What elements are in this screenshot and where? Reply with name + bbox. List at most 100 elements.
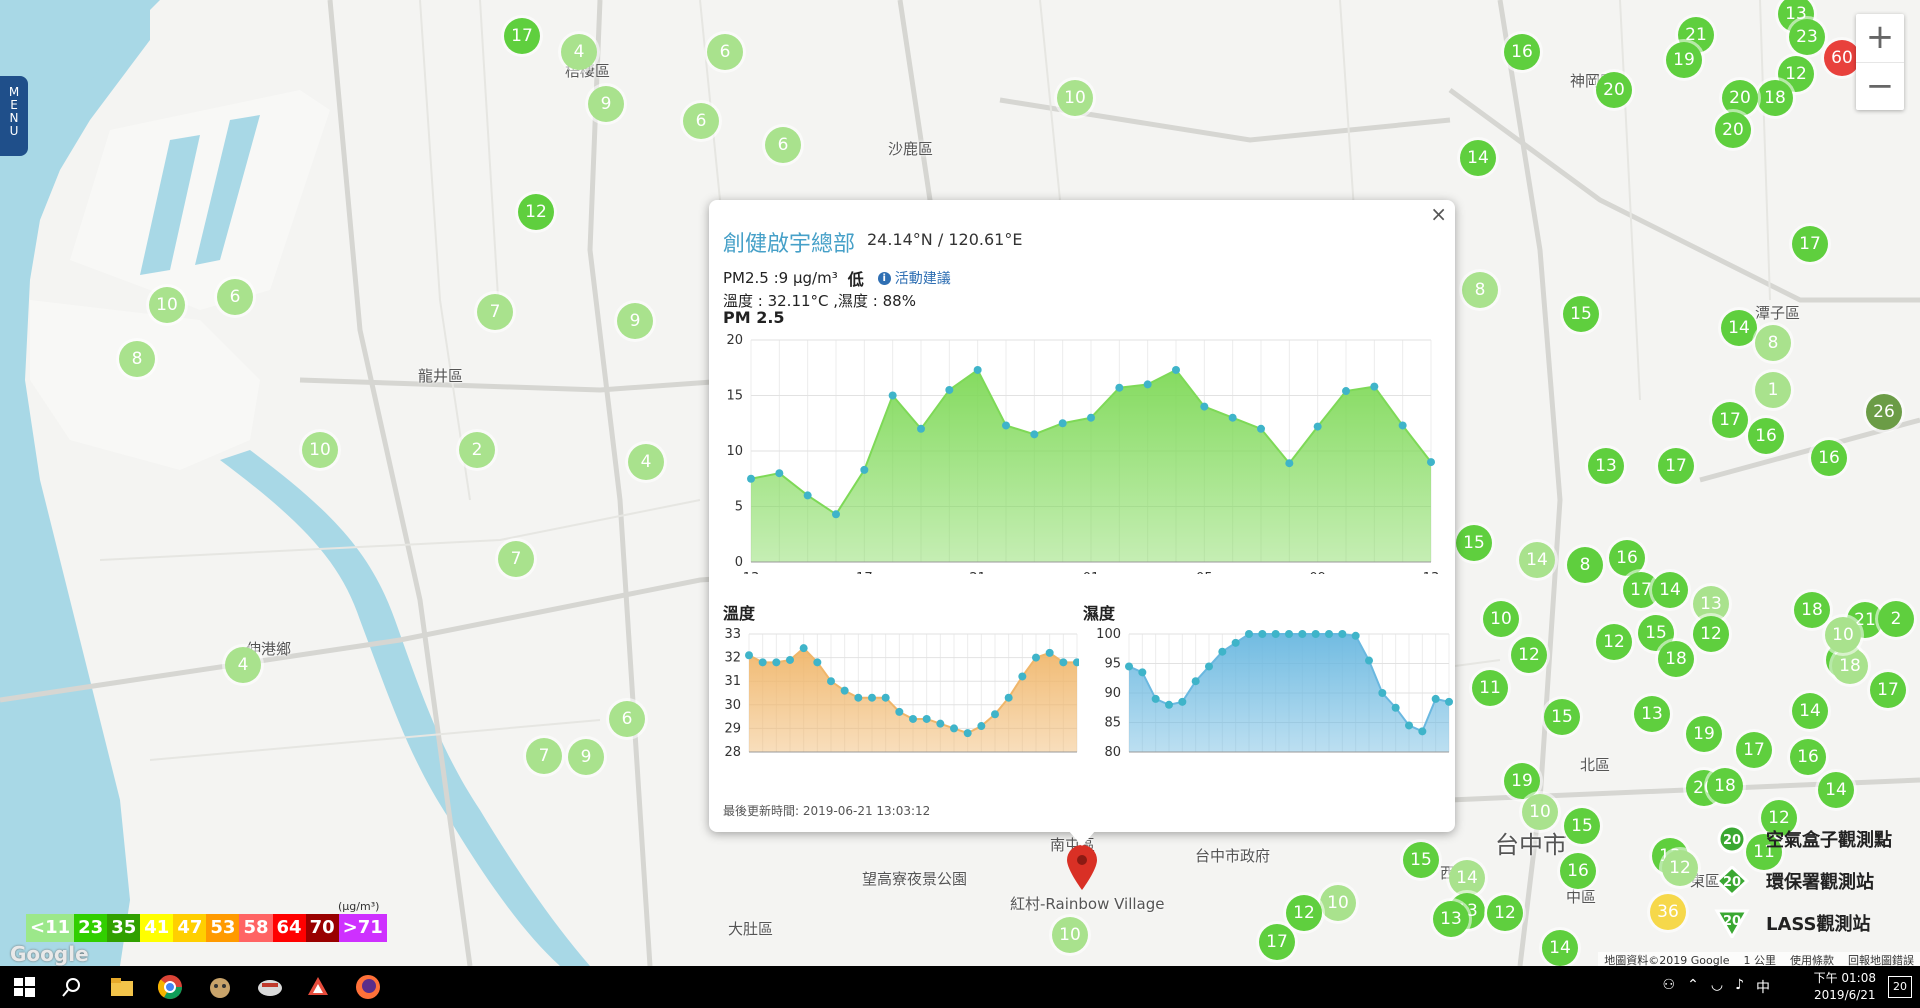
sensor-marker[interactable]: 2 <box>459 432 495 468</box>
sensor-marker[interactable]: 16 <box>1748 418 1784 454</box>
sensor-marker[interactable]: 17 <box>1712 402 1748 438</box>
sensor-marker[interactable]: 19 <box>1666 42 1702 78</box>
app-icon[interactable] <box>256 973 284 1001</box>
type-lass[interactable]: 20 LASS觀測站 <box>1712 902 1912 944</box>
sensor-marker[interactable]: 6 <box>609 701 645 737</box>
sensor-marker[interactable]: 12 <box>1761 800 1797 836</box>
app-icon[interactable] <box>206 973 234 1001</box>
search-icon[interactable] <box>58 973 86 1001</box>
sensor-marker[interactable]: 11 <box>1472 670 1508 706</box>
sensor-marker[interactable]: 12 <box>1693 616 1729 652</box>
clock[interactable]: 下午 01:08 2019/6/21 <box>1814 970 1876 1004</box>
windows-start-icon[interactable] <box>10 973 38 1001</box>
sensor-marker[interactable]: 18 <box>1757 80 1793 116</box>
sensor-marker[interactable]: 36 <box>1650 894 1686 930</box>
terms-link[interactable]: 使用條款 <box>1790 954 1834 966</box>
sensor-marker[interactable]: 14 <box>1721 310 1757 346</box>
sensor-marker[interactable]: 16 <box>1560 853 1596 889</box>
sensor-marker[interactable]: 15 <box>1456 525 1492 561</box>
sensor-marker[interactable]: 4 <box>628 444 664 480</box>
sensor-marker[interactable]: 26 <box>1866 394 1902 430</box>
sensor-marker[interactable]: 17 <box>1259 924 1295 960</box>
sensor-marker[interactable]: 12 <box>1487 895 1523 931</box>
sensor-marker[interactable]: 8 <box>119 341 155 377</box>
sensor-marker[interactable]: 16 <box>1609 540 1645 576</box>
sensor-marker[interactable]: 4 <box>225 647 261 683</box>
sensor-marker[interactable]: 17 <box>504 18 540 54</box>
sensor-marker[interactable]: 15 <box>1563 296 1599 332</box>
sensor-marker[interactable]: 17 <box>1623 572 1659 608</box>
sensor-marker[interactable]: 10 <box>1057 80 1093 116</box>
sensor-marker[interactable]: 16 <box>1790 739 1826 775</box>
sensor-marker[interactable]: 17 <box>1870 672 1906 708</box>
sensor-marker[interactable]: 12 <box>518 194 554 230</box>
sensor-marker[interactable]: 8 <box>1567 547 1603 583</box>
sensor-marker[interactable]: 14 <box>1460 140 1496 176</box>
sensor-marker[interactable]: 14 <box>1792 693 1828 729</box>
zoom-out-button[interactable]: − <box>1865 66 1895 106</box>
firefox-icon[interactable] <box>354 973 382 1001</box>
file-explorer-icon[interactable] <box>108 973 136 1001</box>
volume-icon[interactable]: ♪ <box>1735 977 1744 993</box>
sensor-marker[interactable]: 21 <box>1847 602 1883 638</box>
people-icon[interactable]: ⚇ <box>1662 977 1676 993</box>
sensor-marker[interactable]: 18 <box>1794 592 1830 628</box>
sensor-marker[interactable]: 20 <box>1715 112 1751 148</box>
sensor-marker[interactable]: 19 <box>1504 763 1540 799</box>
sensor-marker[interactable]: 7 <box>526 738 562 774</box>
chevron-up-icon[interactable]: ⌃ <box>1687 977 1699 993</box>
sensor-marker[interactable]: 7 <box>477 294 513 330</box>
sensor-marker[interactable]: 17 <box>1658 448 1694 484</box>
sensor-marker[interactable]: 8 <box>1462 272 1498 308</box>
ime-indicator[interactable]: 中 <box>1756 980 1770 996</box>
sensor-marker[interactable]: 1 <box>1755 372 1791 408</box>
sensor-marker[interactable]: 18 <box>1832 648 1868 684</box>
app-icon[interactable] <box>304 973 332 1001</box>
sensor-marker[interactable]: 14 <box>1652 572 1688 608</box>
sensor-marker[interactable]: 12 <box>1286 895 1322 931</box>
sensor-marker[interactable]: 18 <box>1707 768 1743 804</box>
sensor-marker[interactable]: 12 <box>1511 637 1547 673</box>
sensor-marker[interactable]: 23 <box>1789 19 1825 55</box>
sensor-marker[interactable]: 17 <box>1792 226 1828 262</box>
sensor-marker[interactable]: 16 <box>1504 34 1540 70</box>
sensor-marker[interactable]: 14 <box>1449 860 1485 896</box>
sensor-marker[interactable]: 15 <box>1564 808 1600 844</box>
zoom-in-button[interactable]: + <box>1856 14 1904 63</box>
close-button[interactable]: × <box>1430 202 1447 226</box>
sensor-marker[interactable]: 13 <box>1433 901 1469 937</box>
sensor-marker[interactable]: 8 <box>1755 325 1791 361</box>
sensor-marker[interactable]: 21 <box>1678 17 1714 53</box>
sensor-marker[interactable]: 10 <box>1483 601 1519 637</box>
sensor-marker[interactable]: 20 <box>1596 72 1632 108</box>
map[interactable]: 梧棲區 沙鹿區 龍井區 神岡區 潭子區 伸港鄉 大肚區 南屯區 西區 北區 中區… <box>0 0 1920 966</box>
sensor-marker[interactable]: 15 <box>1544 699 1580 735</box>
sensor-marker[interactable]: 10 <box>1522 794 1558 830</box>
sensor-marker[interactable]: 7 <box>498 541 534 577</box>
sensor-marker[interactable]: 10 <box>149 287 185 323</box>
sensor-marker[interactable]: 15 <box>1403 842 1439 878</box>
chrome-icon[interactable] <box>156 973 184 1001</box>
sensor-marker[interactable]: 17 <box>1736 732 1772 768</box>
sensor-marker[interactable]: 6 <box>683 103 719 139</box>
sensor-marker[interactable]: 2 <box>1878 601 1914 637</box>
sensor-marker[interactable]: 6 <box>765 127 801 163</box>
location-pin-icon[interactable] <box>1065 844 1099 892</box>
sensor-marker[interactable]: 13 <box>1634 696 1670 732</box>
sensor-marker[interactable]: 9 <box>617 303 653 339</box>
sensor-marker[interactable]: 14 <box>1519 542 1555 578</box>
sensor-marker[interactable]: 6 <box>707 34 743 70</box>
sensor-marker[interactable]: 60 <box>1824 40 1860 76</box>
sensor-marker[interactable]: 14 <box>1818 772 1854 808</box>
sensor-marker[interactable]: 9 <box>568 739 604 775</box>
sensor-marker[interactable]: 19 <box>1686 716 1722 752</box>
sensor-marker[interactable]: 14 <box>1542 930 1578 966</box>
sensor-marker[interactable]: 13 <box>1588 448 1624 484</box>
sensor-marker[interactable]: 10 <box>1052 917 1088 953</box>
sensor-marker[interactable]: 10 <box>302 432 338 468</box>
sensor-marker[interactable]: 4 <box>561 34 597 70</box>
sensor-marker[interactable]: 10 <box>1320 885 1356 921</box>
notification-icon[interactable]: 20 <box>1888 976 1912 998</box>
sensor-marker[interactable]: 10 <box>1825 617 1861 653</box>
